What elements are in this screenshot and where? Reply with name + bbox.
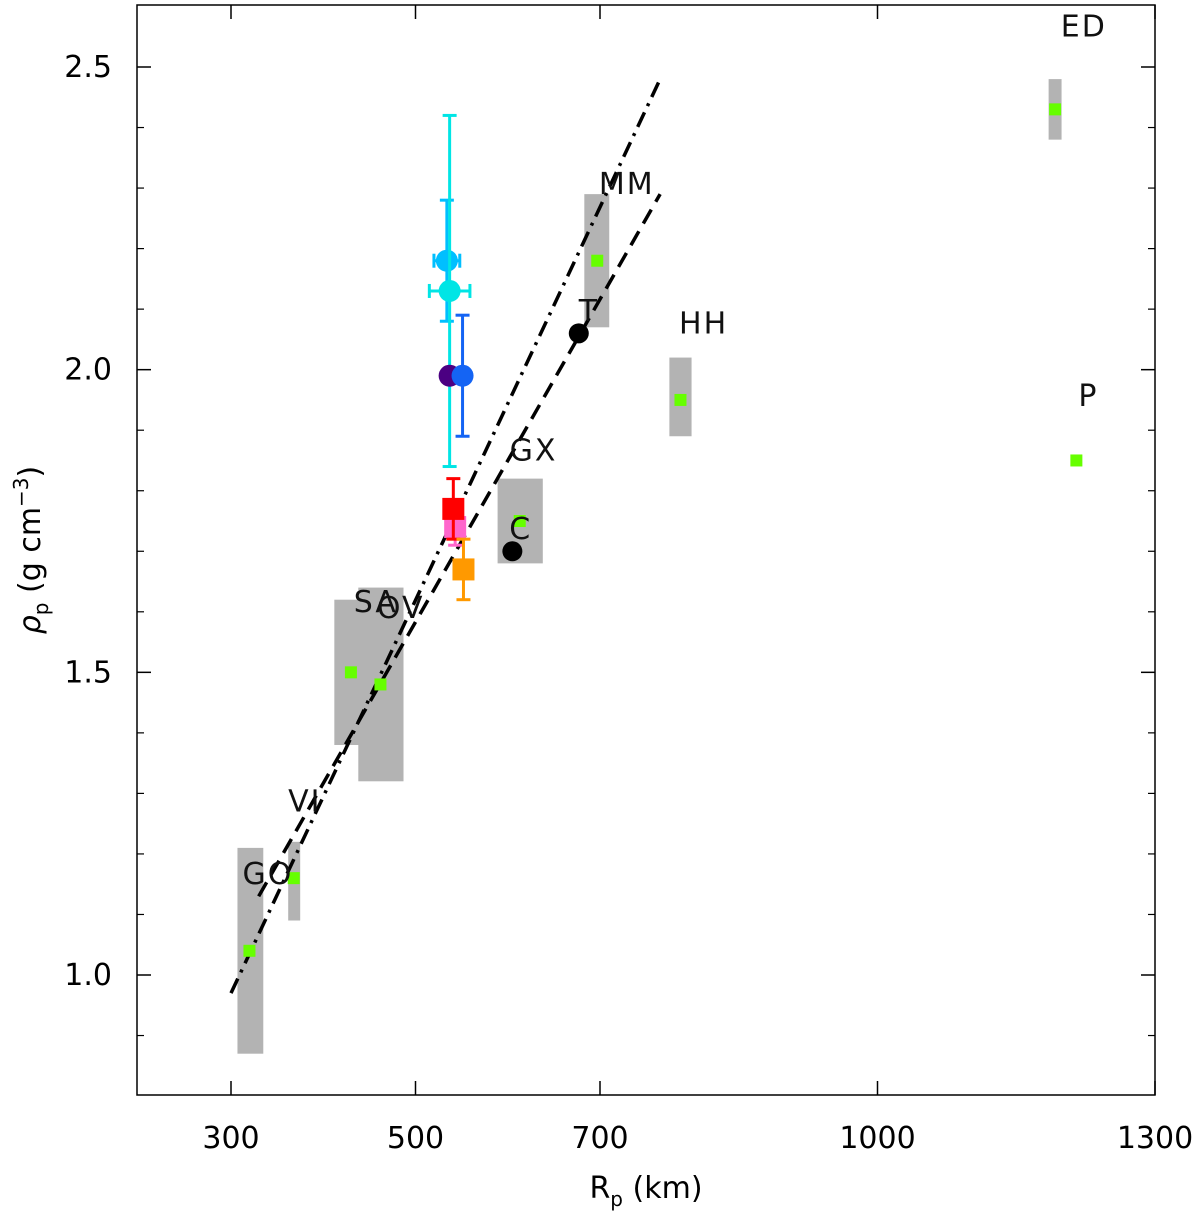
object-marker-ed bbox=[1049, 103, 1062, 116]
label-ov: OV bbox=[377, 591, 425, 626]
measurement-1 bbox=[427, 113, 472, 469]
y-tick-label: 2.0 bbox=[64, 353, 112, 388]
object-marker-mm bbox=[591, 254, 604, 267]
label-vi: VI bbox=[288, 785, 321, 820]
measurement-0 bbox=[432, 198, 462, 323]
label-t: T bbox=[578, 294, 599, 329]
axis-ticks: 300 500 700 1000 1300 1.0 1.5 2.0 2.5 bbox=[64, 5, 1193, 1156]
y-axis-title: ρp (g cm−3) bbox=[9, 466, 53, 635]
label-go: GO bbox=[242, 857, 293, 892]
x-tick-label: 300 bbox=[202, 1121, 259, 1156]
measurement-6 bbox=[452, 537, 475, 602]
circle-marker bbox=[438, 279, 461, 302]
label-ed: ED bbox=[1061, 10, 1107, 45]
label-c: C bbox=[509, 512, 532, 547]
x-tick-label: 1300 bbox=[1117, 1121, 1193, 1156]
black-point-t bbox=[568, 323, 589, 344]
object-marker-gx bbox=[513, 515, 526, 527]
x-axis-title: Rp (km) bbox=[589, 1171, 702, 1211]
measurement-markers bbox=[427, 113, 475, 602]
object-marker-vi bbox=[287, 872, 300, 885]
black-point-c bbox=[502, 541, 523, 562]
measurement-3 bbox=[451, 313, 474, 438]
x-tick-label: 700 bbox=[571, 1121, 628, 1156]
label-mm: MM bbox=[599, 167, 655, 202]
y-tick-label: 1.0 bbox=[64, 958, 112, 993]
x-tick-label: 1000 bbox=[839, 1121, 915, 1156]
object-marker-hh bbox=[674, 393, 687, 406]
object-marker-ov bbox=[374, 678, 387, 691]
label-sa: SA bbox=[354, 585, 398, 620]
square-marker bbox=[452, 558, 475, 581]
circle-marker bbox=[435, 249, 458, 272]
object-marker-p bbox=[1070, 454, 1083, 467]
plot-frame bbox=[136, 4, 1156, 1096]
x-tick-label: 500 bbox=[387, 1121, 444, 1156]
label-hh: HH bbox=[679, 306, 728, 341]
y-tick-label: 2.5 bbox=[64, 50, 112, 85]
square-marker bbox=[444, 516, 467, 539]
square-marker bbox=[442, 497, 465, 520]
label-p: P bbox=[1078, 379, 1098, 414]
circle-marker bbox=[451, 364, 474, 387]
object-markers bbox=[243, 103, 1083, 957]
label-gx: GX bbox=[510, 433, 558, 468]
object-marker-sa bbox=[344, 666, 357, 679]
y-tick-label: 1.5 bbox=[64, 655, 112, 690]
object-marker-go bbox=[243, 944, 256, 957]
density-range-boxes bbox=[237, 79, 1062, 1054]
